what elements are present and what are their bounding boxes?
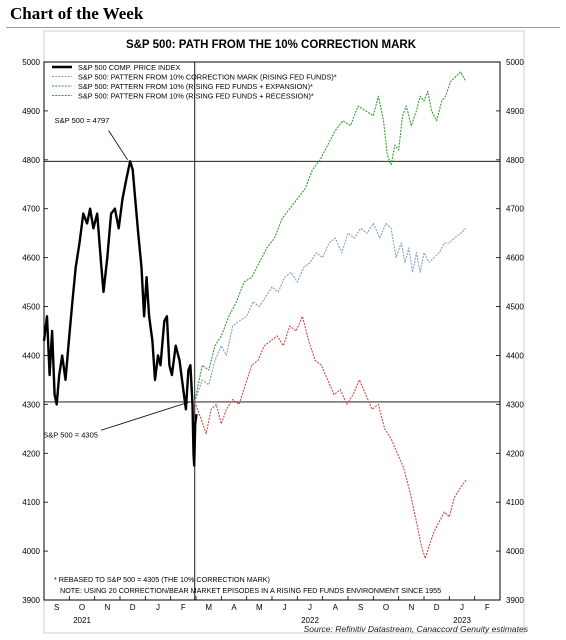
- footnote-rebase: * REBASED TO S&P 500 = 4305 (THE 10% COR…: [54, 575, 270, 584]
- y-tick-label-left-3900: 3900: [22, 596, 40, 605]
- y-tick-label-right-4200: 4200: [506, 449, 524, 458]
- y-tick-label-left-4600: 4600: [22, 254, 40, 263]
- footnote-note: NOTE: USING 20 CORRECTION/BEAR MARKET EP…: [60, 586, 441, 595]
- series-line-0: [42, 160, 198, 467]
- y-tick-label-left-4800: 4800: [22, 156, 40, 165]
- series-line-3: [194, 315, 467, 559]
- x-tick-label-12: S: [358, 603, 363, 612]
- y-tick-label-left-4400: 4400: [22, 351, 40, 360]
- legend-label-2: S&P 500: PATTERN FROM 10% (RISING FED FU…: [78, 82, 313, 91]
- y-tick-label-right-4400: 4400: [506, 351, 524, 360]
- y-tick-label-right-4800: 4800: [506, 156, 524, 165]
- y-tick-label-right-4300: 4300: [506, 400, 524, 409]
- annotation-4305: S&P 500 = 4305: [43, 431, 98, 440]
- y-tick-label-left-5000: 5000: [22, 58, 40, 67]
- legend-label-1: S&P 500: PATTERN FROM 10% CORRECTION MAR…: [78, 73, 337, 82]
- y-tick-label-left-4300: 4300: [22, 400, 40, 409]
- x-tick-label-2: N: [104, 603, 110, 612]
- year-label-0: 2021: [73, 616, 91, 625]
- year-label-2: 2023: [453, 616, 471, 625]
- chart-title: S&P 500: PATH FROM THE 10% CORRECTION MA…: [126, 39, 417, 51]
- y-tick-label-left-4100: 4100: [22, 498, 40, 507]
- y-tick-label-right-5000: 5000: [506, 58, 524, 67]
- legend-label-0: S&P 500 COMP. PRICE INDEX: [78, 63, 180, 72]
- y-tick-label-right-4700: 4700: [506, 205, 524, 214]
- x-tick-label-13: O: [383, 603, 389, 612]
- page-header: Chart of the Week: [10, 4, 144, 23]
- legend-label-3: S&P 500: PATTERN FROM 10% (RISING FED FU…: [78, 92, 314, 101]
- x-tick-label-4: J: [156, 603, 160, 612]
- x-tick-label-5: F: [181, 603, 186, 612]
- y-tick-label-right-4100: 4100: [506, 498, 524, 507]
- x-tick-label-7: A: [231, 603, 237, 612]
- header-divider: [6, 27, 560, 28]
- y-tick-label-left-4700: 4700: [22, 205, 40, 214]
- x-tick-label-0: S: [54, 603, 59, 612]
- y-tick-label-left-4500: 4500: [22, 303, 40, 312]
- x-tick-label-1: O: [79, 603, 85, 612]
- x-tick-label-14: N: [408, 603, 414, 612]
- y-tick-label-right-4900: 4900: [506, 107, 524, 116]
- annotation-4797: S&P 500 = 4797: [55, 116, 110, 125]
- plot-area-border: [43, 61, 501, 601]
- x-tick-label-11: A: [333, 603, 339, 612]
- x-tick-label-16: J: [460, 603, 464, 612]
- x-tick-label-8: M: [256, 603, 263, 612]
- annotation-4305-leader: [100, 401, 190, 431]
- source-note: Source: Refinitiv Datastream, Canaccord …: [303, 624, 528, 634]
- series-line-2: [194, 71, 467, 403]
- y-tick-label-left-4900: 4900: [22, 107, 40, 116]
- y-tick-label-right-4000: 4000: [506, 547, 524, 556]
- x-tick-label-15: D: [434, 603, 440, 612]
- y-tick-label-left-4000: 4000: [22, 547, 40, 556]
- series-line-1: [194, 222, 467, 403]
- y-tick-label-right-4500: 4500: [506, 303, 524, 312]
- y-tick-label-right-3900: 3900: [506, 596, 524, 605]
- x-tick-label-17: F: [485, 603, 490, 612]
- y-tick-label-right-4600: 4600: [506, 254, 524, 263]
- x-tick-label-10: J: [308, 603, 312, 612]
- year-label-1: 2022: [301, 616, 319, 625]
- x-tick-label-9: J: [283, 603, 287, 612]
- annotation-4797-leader: [108, 130, 128, 161]
- y-tick-label-left-4200: 4200: [22, 449, 40, 458]
- x-tick-label-3: D: [130, 603, 136, 612]
- chart-frame: [43, 30, 525, 634]
- x-tick-label-6: M: [205, 603, 212, 612]
